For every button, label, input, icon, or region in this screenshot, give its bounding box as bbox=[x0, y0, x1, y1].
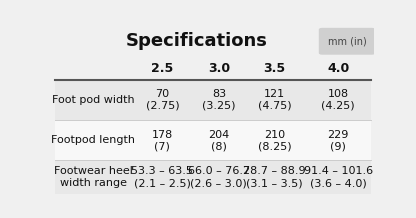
Text: 204
(8): 204 (8) bbox=[208, 129, 230, 151]
Text: 3.5: 3.5 bbox=[263, 62, 285, 75]
Text: 229
(9): 229 (9) bbox=[327, 129, 349, 151]
FancyBboxPatch shape bbox=[319, 28, 375, 55]
Text: 4.0: 4.0 bbox=[327, 62, 349, 75]
Bar bbox=[55, 120, 371, 160]
Text: 91.4 – 101.6
(3.6 – 4.0): 91.4 – 101.6 (3.6 – 4.0) bbox=[304, 166, 373, 188]
Text: 121
(4.75): 121 (4.75) bbox=[258, 89, 291, 111]
Bar bbox=[55, 160, 371, 194]
Text: 3.0: 3.0 bbox=[208, 62, 230, 75]
Text: 178
(7): 178 (7) bbox=[152, 129, 173, 151]
Text: Footwear heel
width range: Footwear heel width range bbox=[54, 166, 133, 188]
Text: mm (in): mm (in) bbox=[328, 36, 366, 46]
Text: 53.3 – 63.5
(2.1 – 2.5): 53.3 – 63.5 (2.1 – 2.5) bbox=[131, 166, 193, 188]
Bar bbox=[55, 80, 371, 120]
Text: Specifications: Specifications bbox=[126, 32, 268, 50]
Text: 78.7 – 88.9
(3.1 – 3.5): 78.7 – 88.9 (3.1 – 3.5) bbox=[243, 166, 306, 188]
Text: Footpod length: Footpod length bbox=[51, 135, 135, 145]
Text: 108
(4.25): 108 (4.25) bbox=[321, 89, 355, 111]
Text: 83
(3.25): 83 (3.25) bbox=[202, 89, 235, 111]
Text: 66.0 – 76.2
(2.6 – 3.0): 66.0 – 76.2 (2.6 – 3.0) bbox=[188, 166, 250, 188]
Text: 70
(2.75): 70 (2.75) bbox=[146, 89, 179, 111]
Text: 2.5: 2.5 bbox=[151, 62, 173, 75]
Text: 210
(8.25): 210 (8.25) bbox=[258, 129, 291, 151]
Text: Foot pod width: Foot pod width bbox=[52, 95, 134, 105]
